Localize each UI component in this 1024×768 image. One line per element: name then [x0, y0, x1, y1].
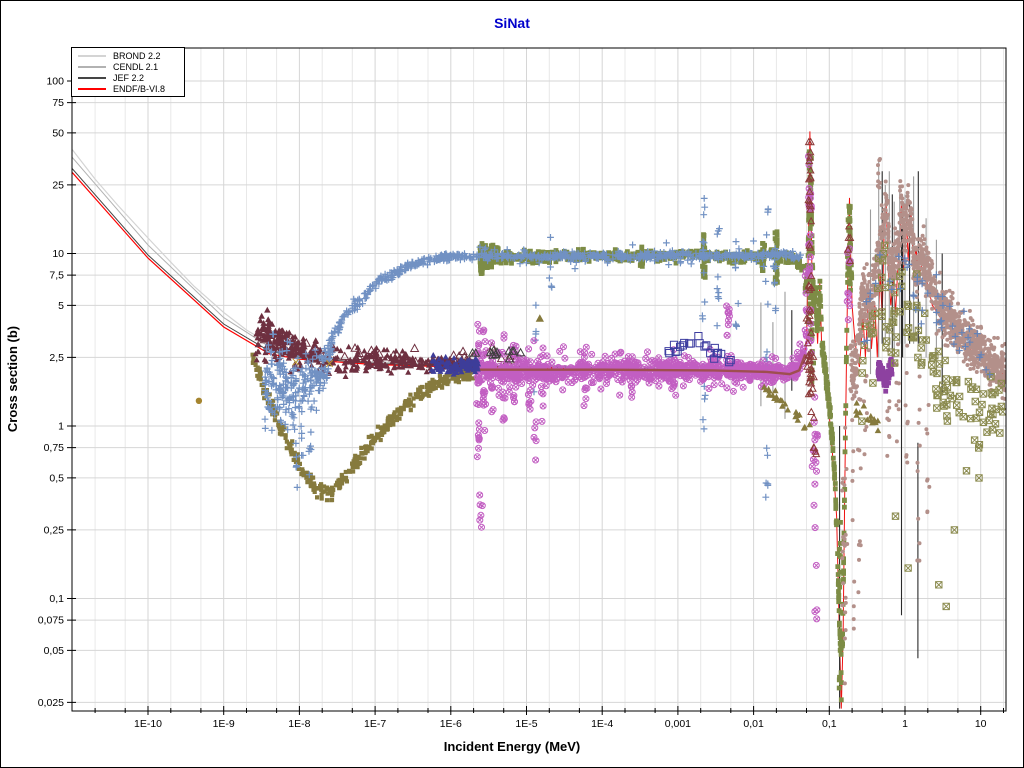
legend-line-swatch — [78, 65, 106, 68]
series-mustard-x-points — [292, 358, 334, 368]
y-tick-label: 5 — [58, 300, 64, 312]
x-tick-label: 1E-7 — [364, 718, 386, 730]
y-tick-label: 2,5 — [49, 352, 64, 364]
y-tick-label: 50 — [52, 127, 64, 139]
series-olive-low-triangles — [760, 383, 813, 431]
x-tick-label: 0,1 — [822, 718, 837, 730]
y-axis-label: Cross section (b) — [5, 325, 20, 433]
y-tick-label: 75 — [52, 97, 64, 109]
x-axis-label: Incident Energy (MeV) — [443, 739, 581, 754]
series-olive-open-xsquares — [858, 241, 1006, 452]
legend-row: ENDF/B-VI.8 — [72, 83, 184, 94]
series-green-resonance — [802, 158, 855, 653]
series-olive-hi-triangles — [853, 399, 882, 434]
series-olive-single-triangle — [535, 314, 544, 322]
legend-label: CENDL 2.1 — [113, 61, 159, 72]
series-darkred-open-triangles — [802, 137, 855, 458]
chart-title: SiNat — [494, 15, 530, 31]
series-olive-dip-band — [250, 352, 477, 503]
series-navy-triangles — [428, 352, 482, 377]
legend-line-swatch — [78, 54, 106, 57]
y-tick-label: 0,75 — [44, 442, 65, 454]
series-blue-hi-scatter — [860, 251, 994, 379]
legend-row: JEF 2.2 — [72, 72, 184, 83]
y-tick-label: 10 — [52, 248, 64, 260]
y-tick-label: 0,075 — [38, 615, 64, 627]
y-tick-label: 25 — [52, 179, 64, 191]
series-maroon-triangles-band — [252, 325, 479, 379]
series-violet-patch — [875, 356, 895, 394]
legend-line-swatch — [78, 76, 106, 79]
x-tick-label: 1E-9 — [213, 718, 235, 730]
series-black-open-triangles — [467, 345, 526, 363]
y-tick-label: 0,25 — [44, 524, 65, 536]
series-green-resonance-columns — [806, 149, 853, 703]
series-blue-rise — [327, 250, 455, 348]
x-tick-label: 1E-10 — [134, 718, 162, 730]
axis-ticks — [67, 80, 1004, 715]
series-olive-xsquare-outliers — [891, 467, 983, 611]
legend-label: BROND 2.2 — [113, 50, 161, 61]
axis-tick-labels: 1E-10 1E-9 1E-8 1E-7 1E-6 1E-5 1E-4 0,001 0,01 0,… — [38, 76, 987, 731]
x-tick-label: 1E-5 — [515, 718, 537, 730]
series-blue-plateau-halo — [461, 237, 781, 272]
y-tick-label: 0,025 — [38, 697, 64, 709]
legend: BROND 2.2 CENDL 2.1 JEF 2.2 ENDF/B-VI.8 — [71, 47, 185, 97]
series-olive-isolated-dot — [195, 397, 203, 405]
y-tick-label: 0,5 — [49, 472, 64, 484]
y-tick-label: 100 — [46, 76, 64, 88]
legend-label: JEF 2.2 — [113, 72, 145, 83]
x-tick-label: 1E-4 — [591, 718, 613, 730]
plot-series — [72, 131, 1006, 709]
x-tick-label: 1E-8 — [288, 718, 310, 730]
series-darkred-curve — [476, 353, 807, 376]
y-tick-label: 1 — [58, 421, 64, 433]
x-tick-label: 0,001 — [665, 718, 691, 730]
x-tick-label: 0,01 — [743, 718, 764, 730]
legend-row: CENDL 2.1 — [72, 61, 184, 72]
x-tick-label: 10 — [975, 718, 987, 730]
legend-label: ENDF/B-VI.8 — [113, 83, 166, 94]
legend-line-swatch — [78, 87, 106, 90]
series-blue-thermal-cloud — [261, 329, 337, 434]
y-tick-label: 0,1 — [49, 593, 64, 605]
x-tick-label: 1E-6 — [440, 718, 462, 730]
x-tick-label: 1 — [902, 718, 908, 730]
y-tick-label: 7,5 — [49, 270, 64, 282]
series-blue-low-columns — [291, 422, 315, 491]
plot-frame — [71, 47, 1007, 712]
y-tick-label: 0,05 — [44, 645, 65, 657]
series-navy-open-squares — [664, 332, 735, 367]
legend-row: BROND 2.2 — [72, 50, 184, 61]
